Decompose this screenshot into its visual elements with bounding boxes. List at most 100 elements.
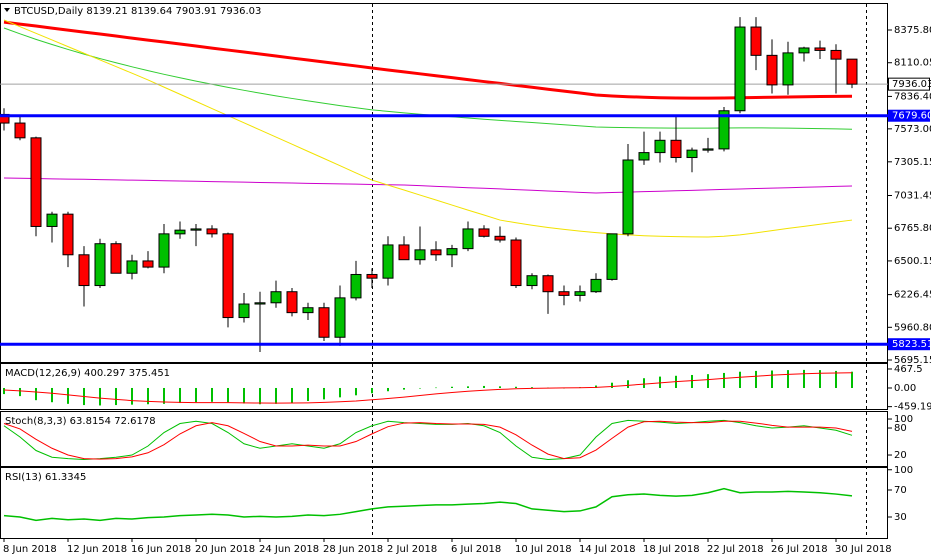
- macd-bar: [659, 376, 661, 388]
- level-label: 7679.60: [892, 111, 931, 122]
- candle-body: [174, 229, 186, 235]
- k-value: 63.8154: [70, 416, 111, 427]
- main-frame: [0, 3, 888, 363]
- macd-bar: [211, 387, 213, 402]
- macd-bar: [323, 387, 325, 400]
- macd-bar: [35, 387, 37, 401]
- x-tick-label: 28 Jun 2018: [323, 544, 383, 555]
- name: RSI(13): [5, 472, 42, 483]
- y-tick-label: 8375.80: [894, 25, 931, 36]
- stoch-frame: [0, 411, 888, 467]
- candle-body: [382, 244, 394, 279]
- level-label: 5823.51: [892, 339, 931, 350]
- macd-bar: [227, 387, 229, 403]
- signal-value: 375.451: [129, 368, 170, 379]
- candle-body: [318, 307, 330, 338]
- candle-body: [590, 278, 602, 293]
- macd-bar: [723, 372, 725, 388]
- d-value: 72.6178: [114, 416, 155, 427]
- candle-body: [62, 213, 74, 256]
- macd-bar: [643, 378, 645, 388]
- x-tick-label: 24 Jun 2018: [259, 544, 319, 555]
- chart-title: BTCUSD,Daily 8139.21 8139.64 7903.91 793…: [14, 6, 261, 17]
- y-tick-label: -459.194: [894, 402, 931, 413]
- y-tick-label: 100: [894, 465, 913, 476]
- x-tick-label: 14 Jul 2018: [579, 544, 636, 555]
- macd-bar: [195, 387, 197, 403]
- macd-bar: [787, 370, 789, 388]
- macd-bar: [3, 387, 5, 395]
- macd-bar: [275, 387, 277, 404]
- candle-body: [414, 249, 426, 261]
- candle-body: [110, 243, 122, 274]
- candle-body: [350, 273, 362, 299]
- macd-bar: [691, 374, 693, 388]
- x-tick-label: 8 Jun 2018: [3, 544, 57, 555]
- stoch-title: Stoch(8,3,3) 63.8154 72.6178: [5, 416, 156, 427]
- macd-bar: [499, 386, 501, 388]
- name: MACD(12,26,9): [5, 368, 81, 379]
- y-tick-label: 100: [894, 414, 913, 425]
- macd-bar: [163, 387, 165, 404]
- y-tick-label: 6765.80: [894, 223, 931, 234]
- candle-body: [254, 302, 266, 305]
- macd-bar: [451, 386, 453, 388]
- name: Stoch(8,3,3): [5, 416, 67, 427]
- open: 8139.21: [86, 6, 127, 17]
- candle-body: [782, 52, 794, 86]
- x-tick-label: 30 Jul 2018: [835, 544, 892, 555]
- macd-bar: [147, 387, 149, 405]
- candle-body: [750, 26, 762, 56]
- rsi-value: 61.3345: [45, 472, 86, 483]
- macd-bar: [739, 371, 741, 388]
- macd-title: MACD(12,26,9) 400.297 375.451: [5, 368, 170, 379]
- macd-bar: [307, 387, 309, 401]
- candle-body: [766, 54, 778, 86]
- candle-body: [734, 26, 746, 112]
- macd-bar: [771, 370, 773, 388]
- indicator-line: [3, 487, 853, 522]
- macd-bar: [419, 387, 421, 389]
- candle-body: [654, 139, 666, 154]
- candle-body: [702, 148, 714, 151]
- y-tick-label: 7305.15: [894, 157, 931, 168]
- macd-bar: [851, 371, 853, 388]
- level-box: [888, 338, 930, 351]
- y-tick-label: 20: [894, 450, 907, 461]
- candle-body: [286, 291, 298, 314]
- macd-bar: [99, 387, 101, 406]
- candle-body: [126, 260, 138, 274]
- last-price-box: [888, 77, 930, 91]
- macd-bar: [339, 387, 341, 398]
- candle-body: [494, 235, 506, 241]
- macd-bar: [803, 369, 805, 388]
- candle-body: [270, 291, 282, 304]
- candle-body: [670, 139, 682, 159]
- candle-body: [526, 275, 538, 287]
- candle-body: [78, 254, 90, 287]
- marks: 8375.80 8110.05 7836.40 7573.00 7305.15 7031.…: [0, 17, 931, 555]
- candle-body: [830, 49, 842, 60]
- candle-body: [334, 297, 346, 338]
- macd-bar: [707, 374, 709, 388]
- macd-bar: [67, 387, 69, 404]
- candle-body: [206, 228, 218, 235]
- candle-body: [398, 244, 410, 261]
- candle-body: [94, 243, 106, 287]
- y-tick-label: 8110.05: [894, 58, 931, 69]
- y-tick-label: 70: [894, 485, 907, 496]
- macd-bar: [467, 386, 469, 388]
- candle-body: [478, 228, 490, 237]
- candle-body: [542, 275, 554, 293]
- candle-body: [606, 233, 618, 280]
- macd-bar: [835, 370, 837, 388]
- macd-bar: [595, 385, 597, 388]
- y-tick-label: 7573.00: [894, 124, 931, 135]
- candle-body: [846, 58, 858, 85]
- x-tick-label: 18 Jul 2018: [643, 544, 700, 555]
- x-tick-label: 6 Jul 2018: [451, 544, 501, 555]
- x-tick-label: 2 Jul 2018: [387, 544, 437, 555]
- last-price-label: 7936.03: [892, 79, 931, 90]
